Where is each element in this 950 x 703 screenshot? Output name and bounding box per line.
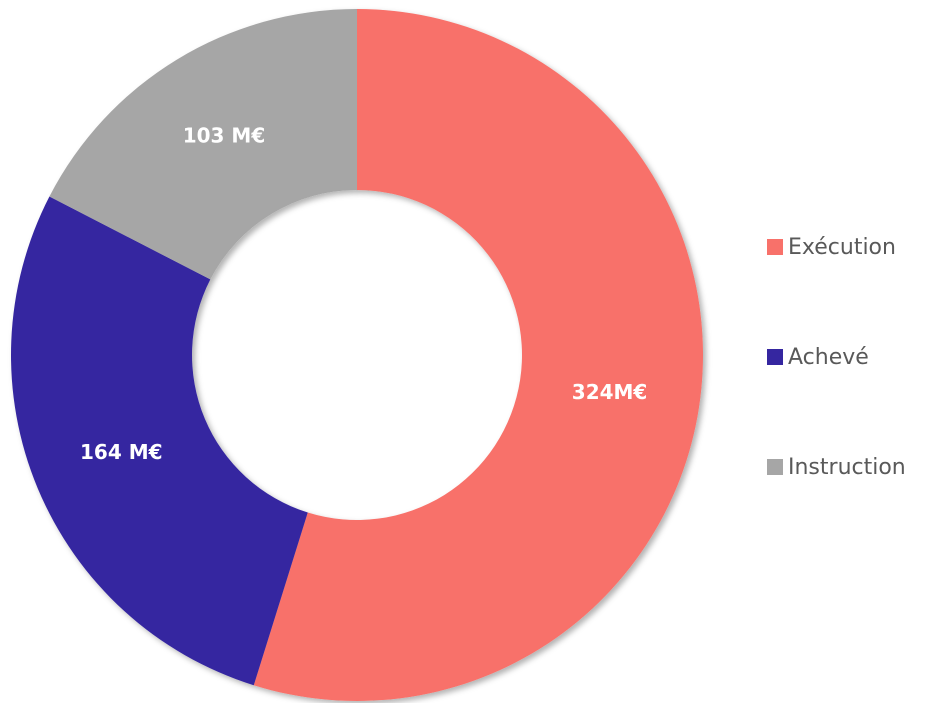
slice <box>10 196 308 686</box>
donut <box>10 9 704 702</box>
legend-swatch <box>767 349 783 365</box>
legend-label: Achevé <box>788 345 869 370</box>
slice <box>49 9 358 280</box>
legend-label: Exécution <box>788 235 896 260</box>
legend-swatch <box>767 239 783 255</box>
value-label: 164 M€ <box>80 440 163 464</box>
slice <box>253 9 704 702</box>
legend-swatch <box>767 459 783 475</box>
legend-label: Instruction <box>788 455 906 480</box>
value-label: 324M€ <box>572 380 648 404</box>
value-label: 103 M€ <box>183 123 266 147</box>
